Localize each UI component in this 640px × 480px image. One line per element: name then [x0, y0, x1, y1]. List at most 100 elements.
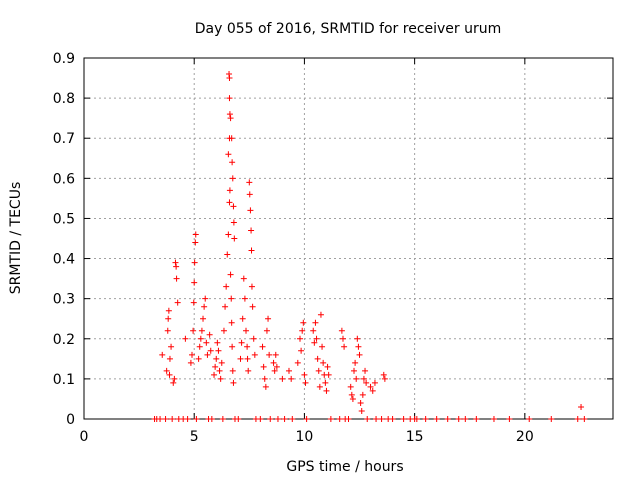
data-point	[201, 303, 208, 310]
y-tick-label: 0.3	[53, 292, 75, 308]
data-point	[312, 319, 319, 326]
data-point	[191, 279, 198, 286]
data-point	[164, 327, 171, 334]
data-point	[378, 416, 385, 422]
data-point	[327, 416, 334, 422]
data-point	[182, 335, 189, 342]
data-point	[298, 347, 305, 354]
data-point	[238, 339, 245, 346]
x-axis-label: GPS time / hours	[286, 459, 403, 475]
data-point	[323, 387, 330, 394]
data-point	[172, 259, 179, 266]
data-point	[248, 227, 255, 234]
data-point	[506, 416, 513, 422]
data-point	[224, 251, 231, 258]
data-point	[359, 391, 366, 398]
data-point	[229, 175, 236, 182]
data-point	[352, 359, 359, 366]
data-point	[274, 416, 281, 422]
data-point	[302, 379, 309, 386]
y-tick-label: 0.4	[53, 252, 75, 268]
data-point	[362, 367, 369, 374]
data-point	[313, 335, 320, 342]
data-point	[314, 355, 321, 362]
x-tick-label: 0	[80, 429, 89, 445]
data-point	[349, 395, 356, 402]
data-point	[281, 416, 288, 422]
data-point	[207, 347, 214, 354]
data-point	[433, 416, 440, 422]
data-point	[422, 416, 429, 422]
data-point	[285, 367, 292, 374]
data-point	[299, 327, 306, 334]
data-point	[226, 199, 233, 206]
data-points	[151, 71, 588, 422]
data-point	[315, 367, 322, 374]
data-point	[187, 359, 194, 366]
data-point	[263, 327, 270, 334]
data-point	[235, 416, 242, 422]
data-point	[216, 367, 223, 374]
y-tick-label: 0.5	[53, 211, 75, 227]
data-point	[358, 407, 365, 414]
data-point	[193, 416, 200, 422]
data-point	[173, 275, 180, 282]
data-point	[202, 295, 209, 302]
data-point	[219, 416, 226, 422]
plot-frame	[83, 57, 614, 420]
data-point	[171, 375, 178, 382]
y-axis-label: SRMTID / TECUs	[8, 182, 24, 295]
data-point	[294, 359, 301, 366]
data-point	[159, 351, 166, 358]
data-point	[257, 416, 264, 422]
data-point	[173, 263, 180, 270]
data-point	[228, 319, 235, 326]
data-point	[355, 343, 362, 350]
data-point	[336, 416, 343, 422]
data-point	[217, 375, 224, 382]
data-point	[262, 383, 269, 390]
data-point	[218, 359, 225, 366]
data-point	[230, 379, 237, 386]
x-tick-label: 15	[406, 429, 424, 445]
data-point	[206, 331, 213, 338]
data-point	[578, 403, 585, 410]
data-point	[341, 343, 348, 350]
grid-layer	[84, 58, 613, 419]
tick-layer: 0 0.1 0.2 0.3 0.4 0.5 0.6 0.7 0.8 0.9 0 5 10 15 20	[53, 51, 613, 445]
data-point	[345, 416, 352, 422]
data-point	[195, 355, 202, 362]
data-point	[273, 363, 280, 370]
data-point	[225, 151, 232, 158]
data-point	[574, 416, 581, 422]
data-point	[259, 343, 266, 350]
data-point	[222, 303, 229, 310]
data-point	[373, 416, 380, 422]
data-point	[162, 416, 169, 422]
data-point	[191, 259, 198, 266]
data-point	[356, 351, 363, 358]
data-point	[360, 375, 367, 382]
data-point	[251, 351, 258, 358]
data-point	[311, 339, 318, 346]
data-point	[381, 375, 388, 382]
data-point	[240, 275, 247, 282]
data-point	[214, 339, 221, 346]
data-point	[369, 387, 376, 394]
data-point	[166, 371, 173, 378]
data-point	[380, 371, 387, 378]
data-point	[300, 319, 307, 326]
data-point	[229, 159, 236, 166]
data-point	[400, 416, 407, 422]
data-point	[271, 367, 278, 374]
data-point	[192, 239, 199, 246]
data-point	[226, 111, 233, 118]
data-point	[165, 315, 172, 322]
data-point	[239, 315, 246, 322]
data-point	[246, 179, 253, 186]
data-point	[157, 416, 164, 422]
y-tick-label: 0.8	[53, 91, 75, 107]
data-point	[230, 203, 237, 210]
data-point	[289, 416, 296, 422]
data-point	[169, 416, 176, 422]
